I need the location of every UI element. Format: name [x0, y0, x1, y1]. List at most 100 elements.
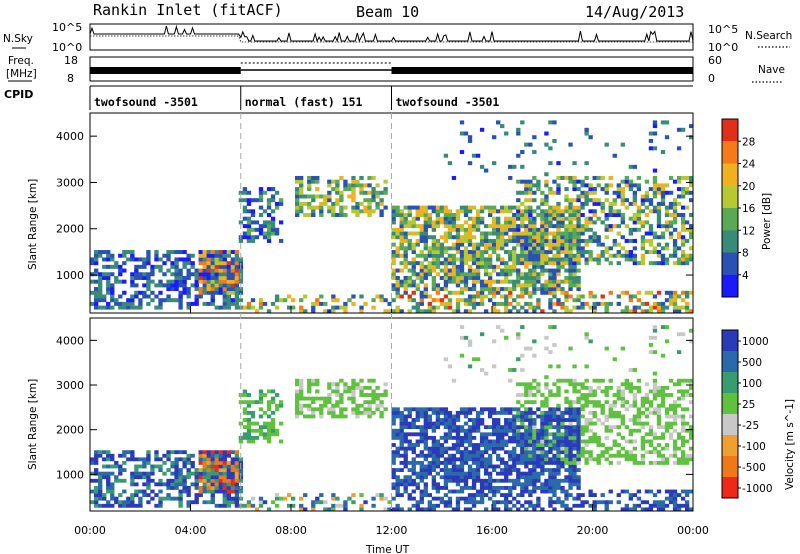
power-cell [327, 309, 332, 314]
power-cell [516, 238, 521, 243]
velocity-cell [584, 403, 589, 408]
power-cell [556, 224, 561, 229]
power-cell [680, 187, 686, 192]
velocity-cell [423, 446, 428, 451]
velocity-cell [443, 407, 449, 412]
velocity-cell [632, 457, 638, 462]
velocity-cell [218, 464, 223, 469]
power-cell [479, 238, 485, 243]
velocity-cell [604, 393, 609, 397]
power-cell [548, 238, 553, 243]
velocity-cell [419, 410, 424, 415]
velocity-cell [652, 500, 658, 505]
power-cell [580, 179, 585, 184]
velocity-cell [455, 432, 461, 437]
power-cell [540, 268, 545, 273]
power-cell [250, 235, 256, 240]
velocity-cell [166, 482, 171, 487]
velocity-cell [122, 503, 127, 508]
velocity-cell [138, 500, 143, 505]
velocity-cell [303, 403, 308, 408]
velocity-cell [278, 439, 284, 444]
velocity-cell [524, 482, 529, 487]
velocity-cell [492, 468, 497, 472]
velocity-cell [218, 475, 223, 480]
power-cell [190, 253, 195, 258]
velocity-cell [576, 400, 581, 405]
velocity-cell [576, 425, 581, 430]
velocity-cell [560, 443, 565, 447]
velocity-cell [102, 464, 107, 469]
velocity-cell [588, 457, 593, 462]
velocity-cell [186, 457, 191, 462]
velocity-cell [106, 503, 111, 508]
power-cell [544, 131, 549, 136]
power-cell [544, 224, 549, 229]
power-cell [459, 253, 465, 258]
power-cell [552, 224, 557, 229]
velocity-cell [475, 450, 481, 455]
velocity-cell [110, 493, 115, 497]
power-cell [688, 224, 694, 229]
power-cell [520, 231, 525, 236]
velocity-cell [214, 485, 219, 490]
velocity-cell [572, 414, 577, 419]
power-cell [516, 242, 521, 247]
velocity-cell [94, 503, 99, 508]
power-cell [592, 305, 597, 310]
velocity-cell [676, 378, 682, 383]
velocity-cell [130, 471, 135, 476]
velocity-cell [202, 468, 207, 472]
power-cell [568, 242, 573, 247]
frequency-trace [90, 62, 693, 74]
velocity-cell [512, 425, 517, 430]
velocity-cell [246, 410, 252, 415]
velocity-cell [142, 464, 147, 469]
power-cell [544, 235, 549, 240]
power-cell [520, 150, 525, 155]
velocity-cell [540, 418, 545, 422]
beam-title: Beam 10 [356, 3, 419, 21]
power-cell [483, 283, 489, 288]
velocity-cell [451, 489, 457, 494]
power-cell [407, 268, 412, 273]
velocity-cell [210, 485, 215, 490]
velocity-cell [616, 385, 621, 390]
velocity-cell [138, 496, 143, 501]
velocity-cell [455, 478, 461, 483]
velocity-cell [592, 439, 597, 444]
velocity-cell [254, 507, 260, 512]
velocity-cell [258, 393, 264, 397]
power-cell [238, 298, 244, 303]
power-cell [620, 216, 625, 221]
power-cell [616, 253, 621, 258]
velocity-cell [130, 496, 135, 501]
velocity-cell [415, 460, 420, 465]
power-cell [307, 201, 312, 206]
power-cell [560, 231, 565, 236]
power-cell [419, 294, 424, 299]
power-cell [154, 294, 159, 299]
velocity-cell [319, 407, 324, 412]
velocity-cell [431, 507, 437, 512]
velocity-cell [295, 400, 300, 405]
power-cell [524, 213, 529, 217]
velocity-cell [487, 471, 493, 476]
velocity-cell [504, 450, 509, 455]
power-cell [447, 261, 453, 266]
power-cell [234, 279, 240, 284]
power-cell [463, 231, 469, 236]
velocity-cell [632, 453, 638, 458]
power-cell [487, 224, 493, 229]
velocity-cell [299, 393, 304, 397]
velocity-cell [98, 453, 103, 458]
velocity-cell [319, 493, 324, 497]
power-cell [206, 272, 211, 277]
velocity-cell [548, 421, 553, 426]
power-cell [532, 198, 537, 203]
power-cell [463, 131, 469, 136]
power-cell [648, 138, 654, 143]
velocity-cell [684, 500, 690, 505]
velocity-cell [379, 403, 384, 408]
velocity-cell [399, 428, 404, 433]
